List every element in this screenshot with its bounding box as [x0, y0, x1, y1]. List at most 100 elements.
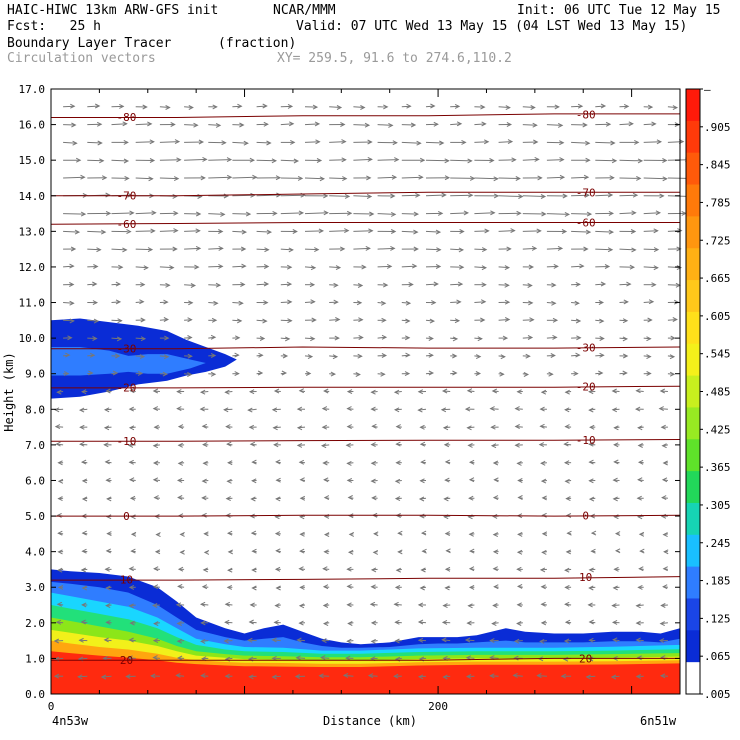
wind-vector — [401, 194, 420, 197]
wind-vector — [135, 266, 148, 269]
wind-vector-head — [57, 584, 64, 590]
wind-vector-head — [468, 459, 475, 465]
wind-vector-head — [370, 460, 377, 466]
wind-vector-head — [541, 211, 547, 217]
wind-vector-head — [195, 211, 202, 217]
colorbar-swatch — [686, 89, 700, 122]
wind-vector-head — [435, 229, 442, 235]
wind-vector-head — [391, 174, 398, 180]
wind-vector — [571, 213, 592, 215]
wind-vector-head — [585, 140, 591, 146]
wind-vector-head — [234, 371, 240, 377]
wind-vector-head — [513, 655, 519, 661]
wind-vector-head — [296, 442, 303, 448]
wind-vector-head — [429, 318, 436, 324]
colorbar-swatch — [686, 184, 700, 217]
wind-vector-head — [562, 656, 569, 662]
wind-vector-head — [372, 549, 379, 555]
wind-vector — [280, 194, 305, 197]
wind-vector-head — [130, 548, 136, 554]
wind-vector-head — [382, 282, 389, 288]
wind-vector-head — [271, 637, 277, 643]
wind-vector-head — [456, 121, 463, 127]
wind-vector-head — [420, 459, 426, 465]
wind-vector-head — [635, 620, 641, 626]
wind-vector — [135, 212, 156, 215]
wind-vector-head — [193, 122, 199, 128]
wind-vector-head — [249, 157, 256, 163]
wind-vector-head — [80, 389, 87, 395]
y-tick-label: 2.0 — [25, 617, 45, 630]
wind-vector-head — [288, 247, 294, 253]
wind-vector-head — [651, 282, 657, 288]
wind-vector — [643, 177, 667, 180]
wind-vector-head — [404, 371, 411, 377]
wind-vector-head — [499, 371, 505, 377]
wind-vector-head — [672, 317, 678, 322]
x-tick-label: 0 — [48, 700, 55, 713]
wind-vector-head — [226, 157, 233, 163]
wind-vector — [522, 247, 537, 250]
colorbar-label: .725 — [704, 234, 731, 247]
wind-vector-head — [194, 264, 200, 270]
wind-vector-head — [81, 478, 88, 484]
wind-vector-head — [215, 282, 222, 288]
contour-label: 0 — [582, 509, 589, 522]
wind-vector-head — [153, 495, 159, 501]
wind-vector — [667, 106, 677, 109]
wind-vector-head — [105, 477, 111, 483]
wind-vector-head — [340, 122, 346, 127]
wind-vector — [63, 265, 74, 268]
wind-vector-head — [224, 619, 230, 625]
wind-vector-head — [419, 513, 425, 519]
wind-vector-head — [89, 352, 96, 358]
wind-vector — [159, 266, 174, 269]
wind-vector-head — [263, 264, 270, 269]
wind-vector-head — [266, 140, 272, 146]
wind-vector-head — [458, 247, 465, 253]
wind-vector — [111, 212, 134, 215]
wind-vector-head — [227, 549, 234, 555]
wind-vector-head — [364, 122, 371, 128]
wind-vector-head — [176, 477, 183, 483]
wind-vector-head — [500, 354, 506, 360]
wind-vector-head — [223, 638, 229, 644]
wind-vector — [55, 408, 64, 411]
wind-vector — [667, 319, 677, 321]
wind-vector-head — [358, 317, 364, 323]
wind-vector-head — [653, 265, 659, 271]
wind-vector-head — [140, 336, 147, 342]
wind-vector-head — [212, 104, 218, 110]
wind-vector-head — [565, 549, 572, 555]
wind-vectors — [53, 103, 694, 680]
wind-vector-head — [557, 245, 564, 251]
wind-vector-head — [341, 157, 347, 163]
wind-vector-head — [346, 424, 352, 430]
wind-vector-head — [151, 210, 157, 216]
wind-vector-head — [298, 603, 305, 609]
wind-vector-head — [515, 176, 521, 181]
wind-vector-head — [346, 210, 353, 216]
wind-vector-head — [413, 246, 419, 252]
wind-vector-head — [93, 264, 99, 269]
wind-vector-head — [528, 300, 534, 306]
wind-vector-head — [635, 603, 641, 609]
wind-vector-head — [548, 371, 554, 377]
wind-vector-head — [564, 424, 570, 430]
wind-vector — [353, 319, 363, 321]
wind-vector-head — [177, 442, 183, 448]
wind-vector — [619, 212, 636, 215]
wind-vector-head — [477, 336, 483, 342]
wind-vector-head — [611, 388, 617, 394]
colorbar-label: .665 — [704, 272, 731, 285]
colorbar-label: .305 — [704, 499, 731, 512]
wind-vector — [280, 212, 303, 215]
wind-vector — [256, 159, 276, 162]
y-tick-label: 9.0 — [25, 368, 45, 381]
colorbar-swatch — [686, 566, 700, 599]
wind-vector-head — [105, 585, 111, 591]
wind-vector-head — [588, 441, 594, 447]
wind-vector — [368, 675, 378, 677]
vector-field-name: Circulation vectors — [7, 51, 156, 66]
